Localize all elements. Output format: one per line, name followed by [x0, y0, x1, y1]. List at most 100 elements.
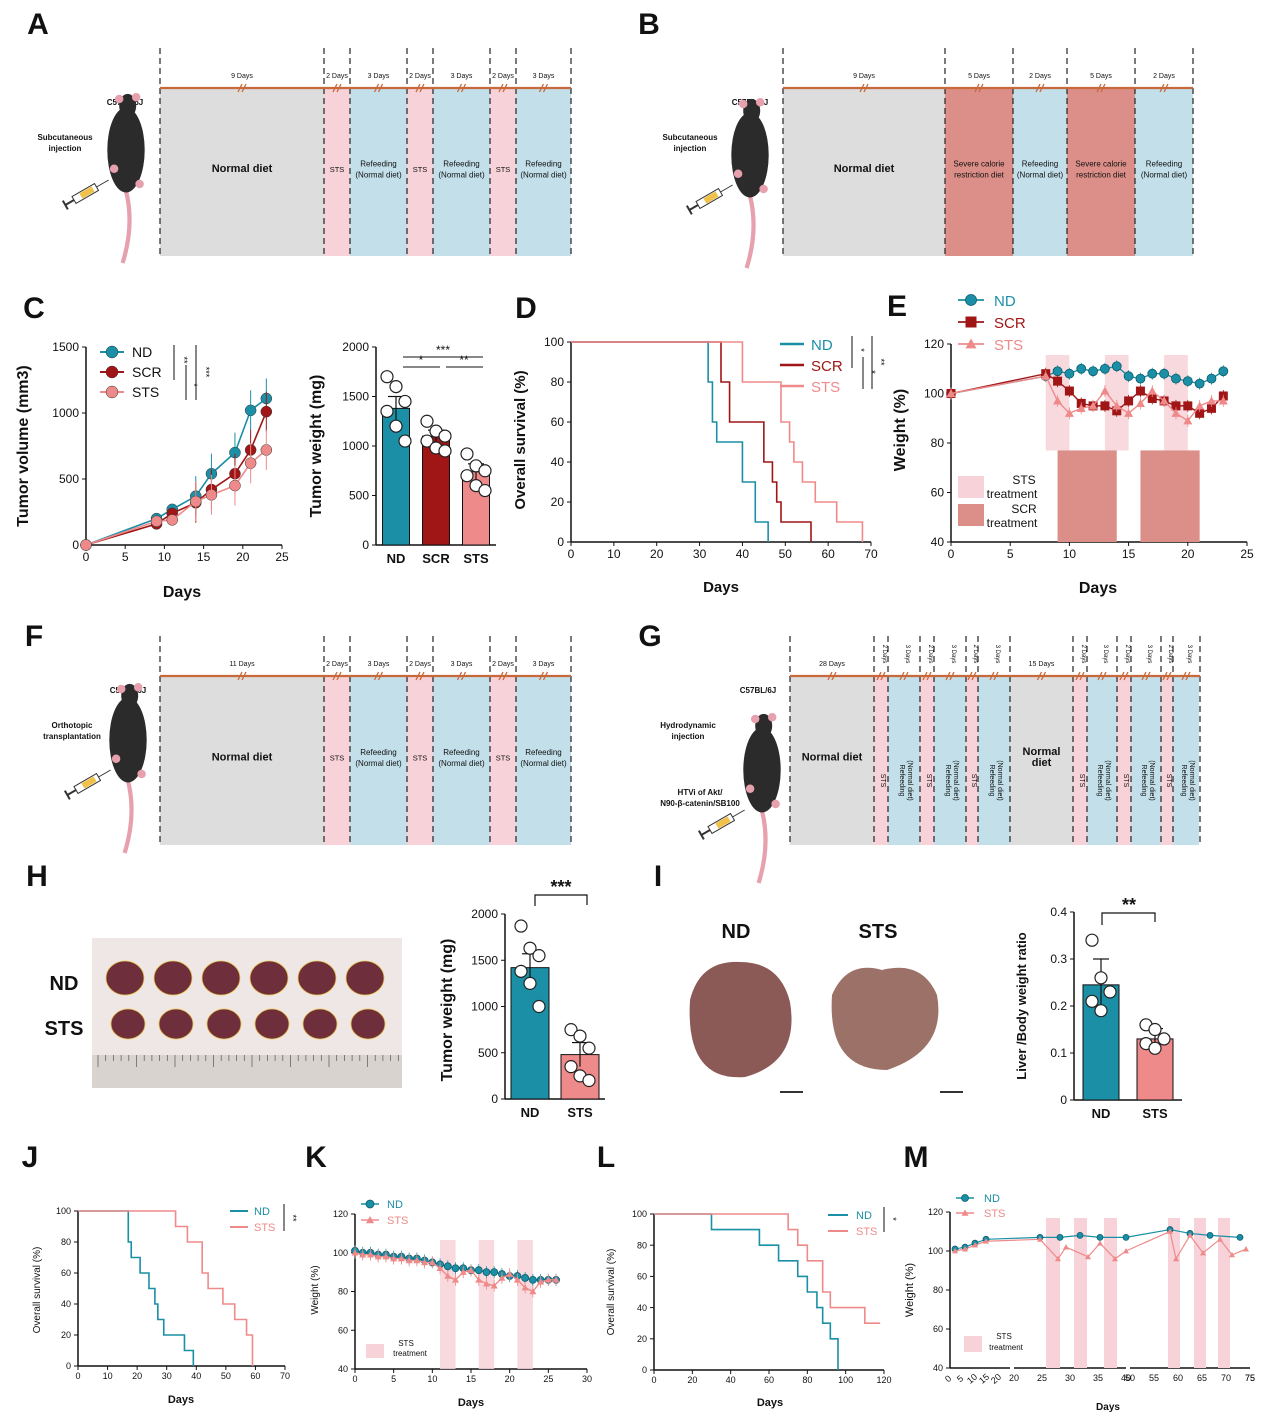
marker-STS: [351, 1249, 359, 1256]
schema-segment-label: Refeeding: [944, 765, 951, 797]
liver-photo-nd: [689, 961, 792, 1078]
sts-band: [440, 1240, 456, 1369]
mouse-icon: [731, 98, 769, 269]
schema-segment-gray: [783, 88, 945, 256]
schema-duration: 2 Days: [1124, 645, 1130, 664]
marker-ND: [1064, 368, 1075, 379]
data-point: [420, 414, 434, 428]
marker-STS: [390, 1255, 398, 1262]
marker-STS: [965, 338, 977, 349]
x-tick-label: 25: [1037, 1373, 1047, 1383]
sts-band: [1168, 1218, 1180, 1368]
sig-mark: ***: [550, 877, 571, 897]
data-point: [460, 447, 474, 461]
y-tick-label: 0: [72, 538, 79, 552]
data-point-STS: [166, 514, 178, 526]
marker-ND: [1135, 373, 1146, 384]
marker-ND: [1123, 371, 1134, 382]
marker-STS: [1167, 1228, 1173, 1234]
marker-STS: [1055, 1255, 1061, 1262]
marker-STS: [1112, 1255, 1118, 1262]
panel-letter-J: J: [22, 1141, 39, 1174]
marker-SCR: [1124, 396, 1134, 406]
sig-mark: **: [288, 1214, 298, 1222]
schema-segment-blue: [1131, 676, 1161, 845]
axes-I: 0 0.1 0.2 0.3 0.4: [1050, 905, 1182, 1107]
schema-duration: 3 Days: [368, 73, 390, 80]
marker-STS: [1085, 1253, 1091, 1260]
x-tick-label: 25: [275, 550, 289, 564]
legend-label-SCR: SCR: [811, 358, 843, 375]
tumor-sample: [350, 1008, 386, 1040]
marker-STS: [521, 1284, 529, 1291]
schema-segment-blue: [1087, 676, 1117, 845]
data-point: [389, 419, 403, 433]
y-tick-label: 40: [551, 455, 565, 469]
marker-ND: [1076, 363, 1087, 374]
schema-segment-label: STS: [413, 754, 428, 763]
panel-letter-I: I: [654, 860, 662, 893]
tumor-sample: [110, 1008, 146, 1040]
schema-duration: 15 Days: [1029, 661, 1055, 668]
panel-letter-M: M: [904, 1141, 929, 1174]
data-point: [1103, 985, 1117, 999]
y-tick-label: 40: [931, 535, 945, 549]
sts-band: [478, 1240, 495, 1369]
x-tick-label: 50: [1125, 1373, 1135, 1383]
schema-segment-label: Normal diet: [834, 163, 895, 175]
schema-segment-blue: [350, 676, 407, 845]
marker-ND: [1206, 1232, 1214, 1239]
liver-photo-sts: [831, 967, 939, 1070]
marker-STS: [1076, 403, 1086, 412]
sig-mark: **: [179, 356, 189, 364]
survival-curve-ND: [571, 341, 769, 542]
axes-K: 0 5 10 15 20 25 30 40 60 80 100 120: [333, 1209, 592, 1384]
schema-duration: 9 Days: [231, 73, 253, 80]
legend-label-ND: ND: [132, 344, 152, 360]
marker-STS: [1100, 386, 1110, 395]
x-tick-label: 10: [158, 550, 172, 564]
marker-STS: [359, 1251, 367, 1258]
data-point: [438, 444, 452, 458]
schema-segment-pink: [1117, 676, 1131, 845]
schema-segment-label: diet: [1032, 757, 1052, 769]
marker-STS: [1218, 396, 1228, 405]
marker-STS: [1173, 1255, 1179, 1262]
tumor-sample: [297, 960, 337, 996]
schema-segment-blue: [433, 676, 490, 845]
marker-STS: [544, 1276, 552, 1283]
y-axis-title: Weight (%): [892, 389, 909, 471]
y-tick-label: 1500: [471, 953, 498, 967]
data-point: [532, 999, 546, 1014]
y-axis-title: Overall survival (%): [512, 370, 529, 509]
data-point: [564, 1023, 578, 1037]
legend-band-label: STS: [398, 1339, 414, 1348]
data-point: [380, 370, 394, 384]
legend-label-ND: ND: [984, 1193, 1000, 1205]
x-tick-label: 20: [132, 1371, 142, 1381]
schema-duration: 28 Days: [819, 661, 845, 668]
mouse-foot: [109, 164, 119, 173]
series-line-STS: [85, 449, 267, 546]
marker-STS: [962, 1246, 968, 1252]
survival-curve-STS: [571, 341, 864, 542]
schema-segment-label: Refeeding: [1140, 765, 1147, 797]
x-tick-label: 120: [876, 1375, 891, 1385]
mouse-foot: [759, 184, 768, 194]
sig-bracket: [534, 894, 588, 906]
mouse-ear: [116, 684, 126, 694]
photo-row-label: ND: [50, 973, 79, 995]
schema-segment-gray: [160, 676, 324, 845]
schema-segment-label: (Normal diet): [1141, 171, 1188, 180]
y-axis-title: Tumor weight (mg): [308, 375, 325, 518]
marker-STS: [552, 1276, 560, 1283]
marker-STS: [946, 389, 956, 398]
mouse-head: [755, 713, 773, 738]
marker-ND: [1100, 363, 1110, 374]
y-axis-title: Liver /Body weight ratio: [1014, 932, 1029, 1079]
mouse-ear: [133, 683, 143, 692]
schema-segment-label: STS: [925, 774, 932, 788]
marker-ND: [451, 1264, 460, 1273]
schema-segment-label: STS: [1078, 774, 1085, 788]
schema-duration: 2 Days: [1029, 73, 1051, 80]
